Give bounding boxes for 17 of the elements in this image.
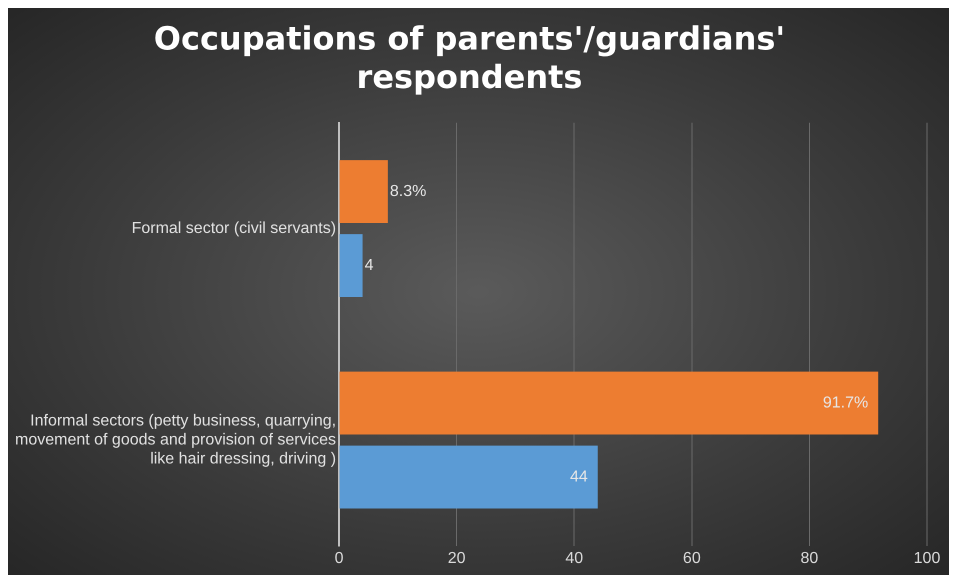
data-label: 44 — [570, 468, 588, 486]
data-label: 8.3% — [390, 182, 426, 200]
x-tick-label: 40 — [565, 550, 584, 567]
data-label: 4 — [364, 256, 374, 274]
y-tick-label: Informal sectors (petty business, quarrying, movement of goods and provision of services like hair dressing, driving ) — [14, 412, 336, 468]
x-tick-label: 80 — [800, 550, 818, 567]
y-tick-label: Formal sector (civil servants) — [132, 220, 336, 237]
bar — [340, 446, 598, 509]
bar — [340, 160, 388, 223]
chart-title: Occupations of parents'/guardians' respondents — [154, 20, 786, 96]
x-tick-label: 0 — [334, 550, 344, 567]
bar — [340, 234, 363, 298]
x-tick-label: 100 — [914, 550, 940, 567]
x-tick-label: 60 — [682, 550, 701, 567]
x-tick-label: 20 — [448, 550, 466, 567]
bar — [340, 372, 878, 434]
data-label: 91.7% — [822, 394, 868, 412]
